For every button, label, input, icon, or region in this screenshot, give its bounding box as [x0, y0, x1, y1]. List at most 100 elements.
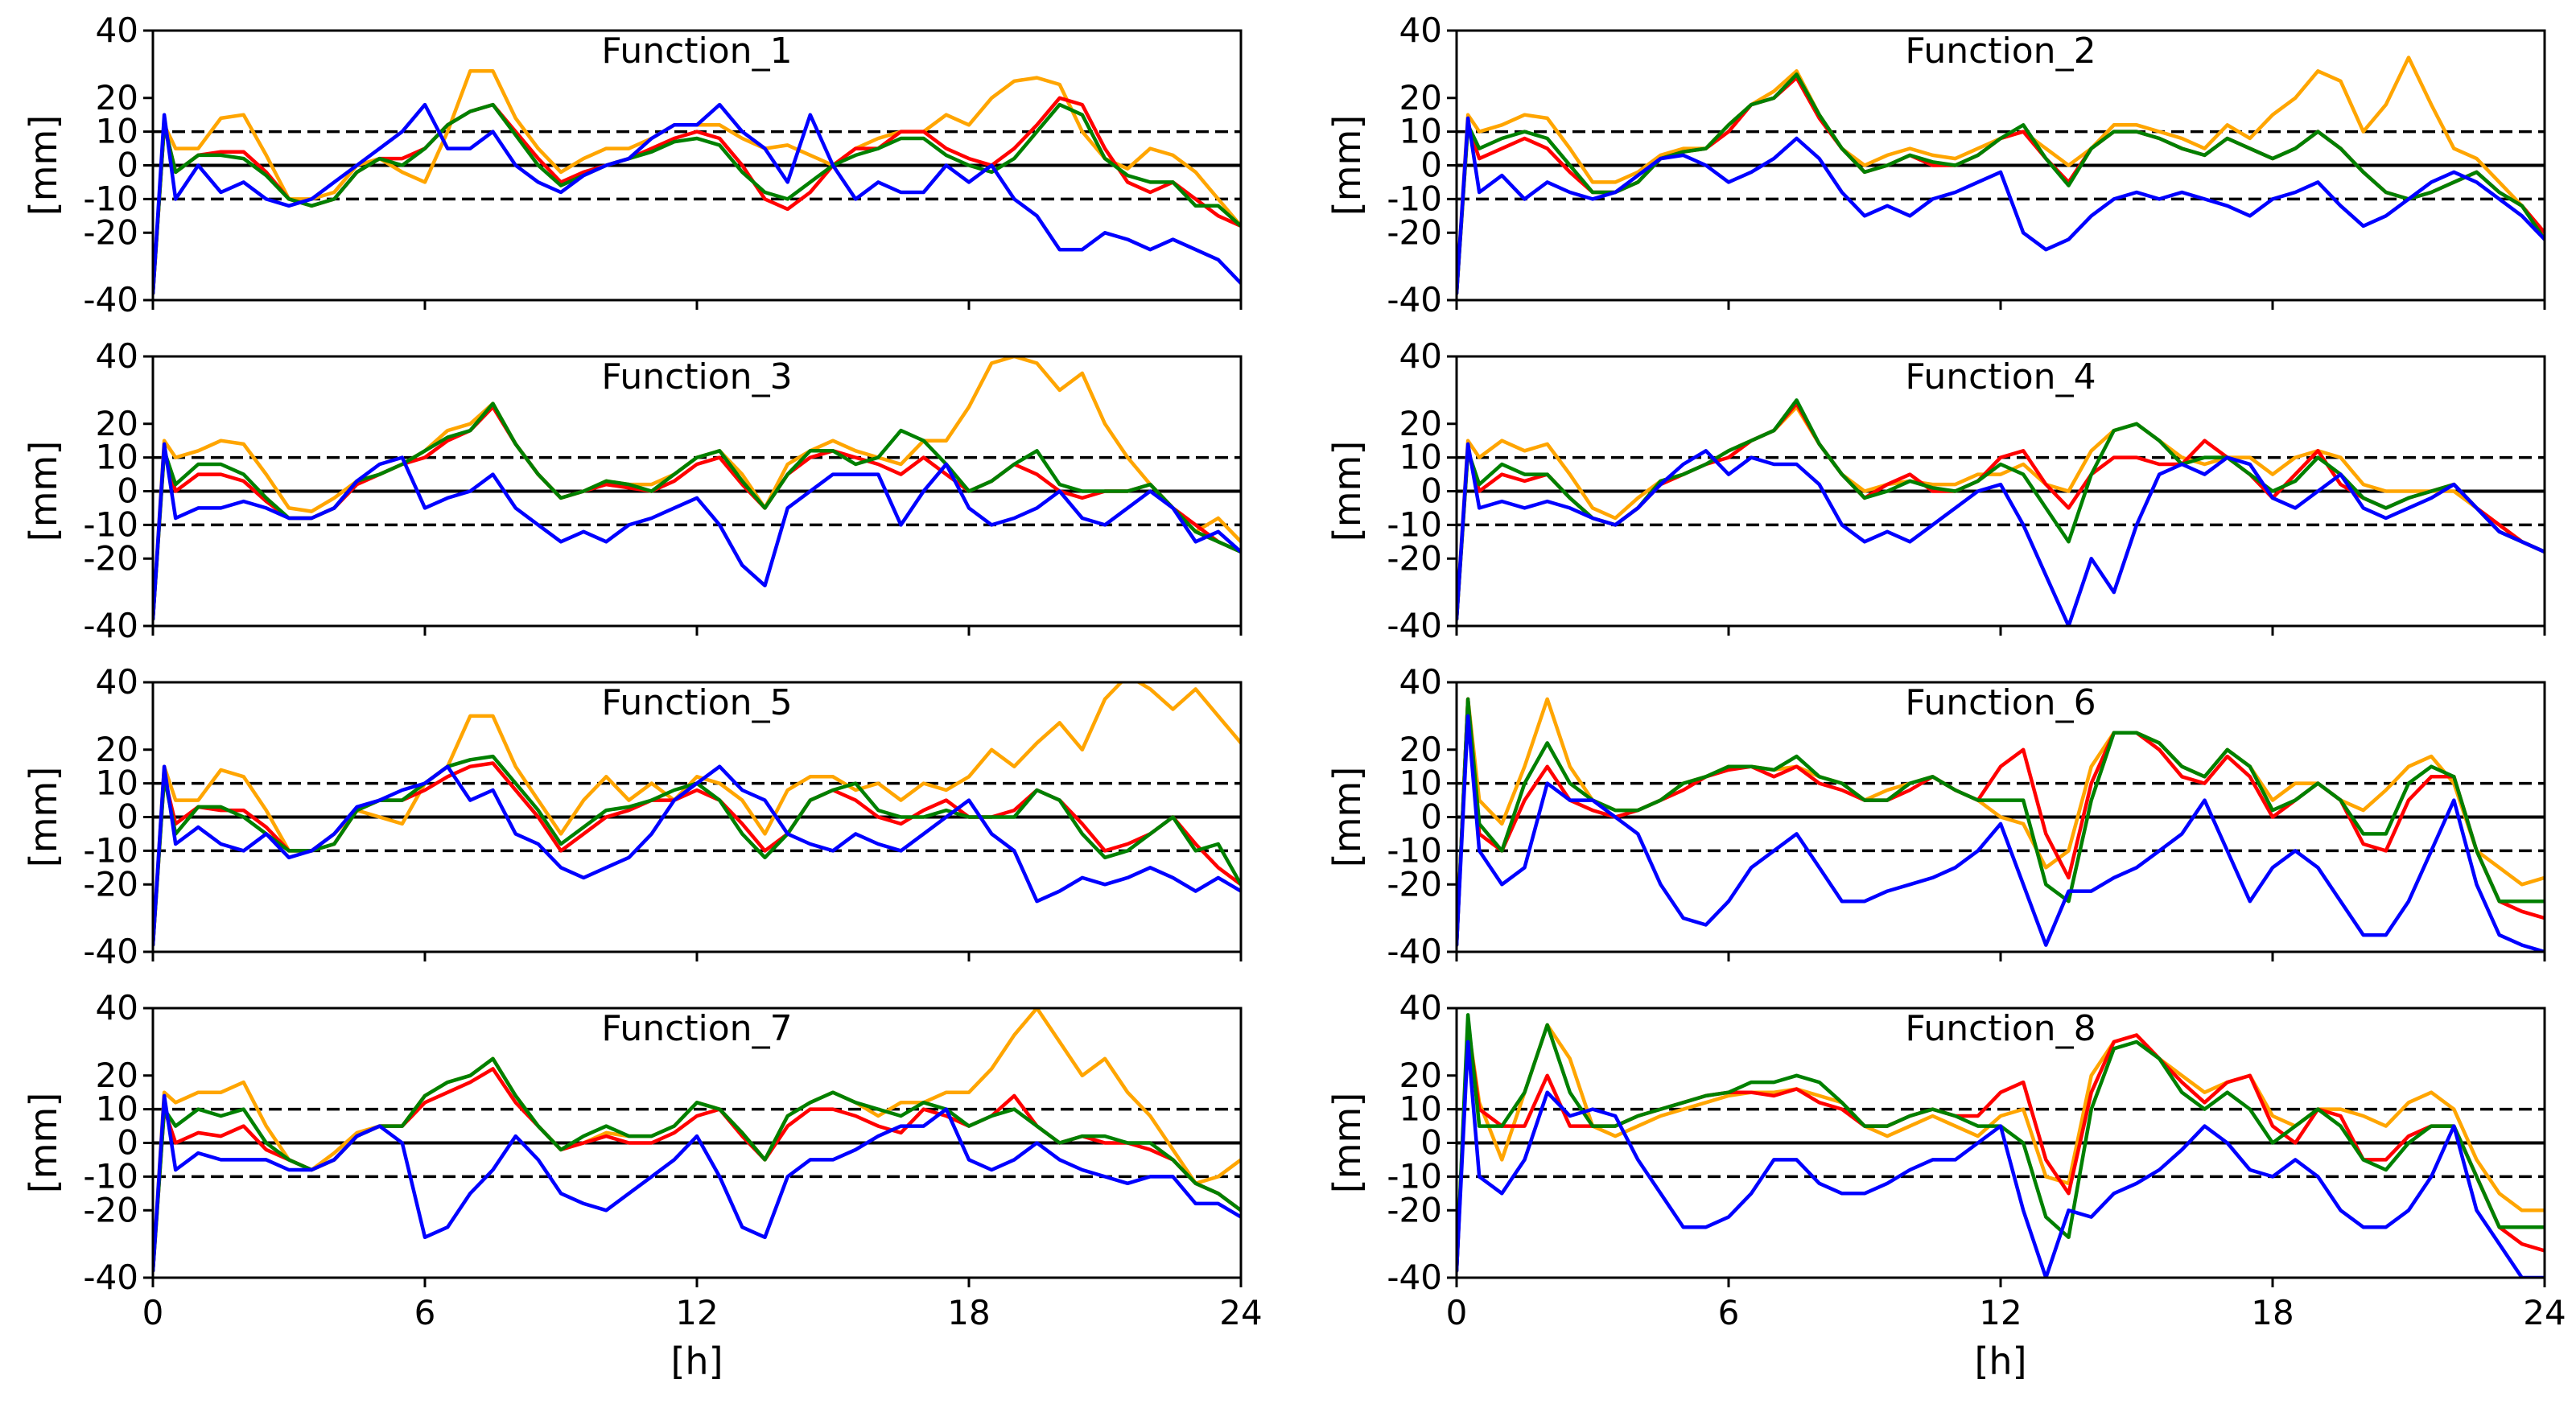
- panel-4-series-green: [1457, 398, 2545, 621]
- panel-2-series-group: [1457, 56, 2545, 295]
- panel-8-ytick-label: 20: [1399, 1056, 1442, 1095]
- panel-8-series-red: [1457, 1023, 2545, 1273]
- panel-4-title: Function_4: [1905, 356, 2096, 397]
- panel-6-ytick-label: 40: [1399, 662, 1442, 702]
- panel-5-series-red: [153, 761, 1241, 947]
- panel-1-series-group: [153, 69, 1241, 295]
- panel-1-ylabel: [mm]: [22, 115, 65, 216]
- panel-8-ytick-label: -20: [1387, 1190, 1442, 1229]
- panel-1-ytick-label: -10: [83, 179, 138, 218]
- panel-8-ytick-label: -10: [1387, 1156, 1442, 1196]
- panel-7-xtick-label: 12: [675, 1293, 718, 1332]
- panel-1-ytick-label: 20: [96, 78, 138, 117]
- panel-5-ytick-label: 10: [96, 764, 138, 803]
- panel-3-ytick-label: 40: [96, 336, 138, 376]
- panel-5-ytick-label: -40: [83, 932, 138, 971]
- panel-8-series-blue: [1457, 1040, 2545, 1278]
- panel-5-ytick-label: 40: [96, 662, 138, 702]
- panel-3-title: Function_3: [601, 356, 792, 397]
- panel-8-ytick-label: -40: [1387, 1258, 1442, 1297]
- panel-6-series-group: [1457, 697, 2545, 952]
- panel-7-ytick-label: 40: [96, 988, 138, 1027]
- panel-4-ylabel: [mm]: [1325, 441, 1369, 542]
- panel-7-ytick-label: 10: [96, 1089, 138, 1129]
- panel-8-ytick-label: 40: [1399, 988, 1442, 1027]
- panel-6-ytick-label: 10: [1399, 764, 1442, 803]
- panel-3-ytick-label: 10: [96, 438, 138, 477]
- panel-2-series-orange: [1457, 56, 2545, 295]
- panel-8-ytick-label: 10: [1399, 1089, 1442, 1129]
- panel-5-ytick-label: 20: [96, 730, 138, 769]
- panel-6-series-green: [1457, 697, 2545, 947]
- panel-7-xtick-label: 0: [142, 1293, 164, 1332]
- panel-3-series-blue: [153, 442, 1241, 621]
- panel-2-ytick-label: -20: [1387, 212, 1442, 252]
- panel-4-ytick-label: 10: [1399, 438, 1442, 477]
- panel-4-series-blue: [1457, 442, 2545, 626]
- panel-5-ytick-label: -10: [83, 830, 138, 870]
- panel-6-ytick-label: -10: [1387, 830, 1442, 870]
- panel-7-title: Function_7: [601, 1008, 792, 1049]
- panel-7-ylabel: [mm]: [22, 1093, 65, 1194]
- panel-7-ytick-label: 0: [117, 1123, 138, 1163]
- panel-4-ytick-label: 0: [1420, 471, 1442, 511]
- panel-8-ylabel: [mm]: [1325, 1093, 1369, 1194]
- panel-2-ytick-label: 20: [1399, 78, 1442, 117]
- panel-2-ylabel: [mm]: [1325, 115, 1369, 216]
- panel-7-xtick-label: 6: [414, 1293, 436, 1332]
- panel-6-series-red: [1457, 697, 2545, 947]
- panel-5-ytick-label: -20: [83, 864, 138, 904]
- panel-5-series-blue: [153, 764, 1241, 947]
- panel-4-ytick-label: -10: [1387, 504, 1442, 544]
- panel-8-ytick-label: 0: [1420, 1123, 1442, 1163]
- panel-2-ytick-label: 40: [1399, 10, 1442, 50]
- panel-5-title: Function_5: [601, 682, 792, 723]
- panel-6-ylabel: [mm]: [1325, 767, 1369, 868]
- panel-8-xtick-label: 18: [2251, 1293, 2294, 1332]
- panel-3-ytick-label: 0: [117, 471, 138, 511]
- panel-1-series-blue: [153, 102, 1241, 295]
- panel-8-xtick-label: 0: [1446, 1293, 1468, 1332]
- panel-3-series-group: [153, 356, 1241, 621]
- panel-2-ytick-label: -40: [1387, 280, 1442, 319]
- panel-7-ytick-label: -10: [83, 1156, 138, 1196]
- panel-4-series-orange: [1457, 405, 2545, 621]
- panel-7-xtick-label: 18: [947, 1293, 990, 1332]
- panel-8-xtick-label: 12: [1979, 1293, 2022, 1332]
- panel-3-ytick-label: -40: [83, 606, 138, 645]
- panel-1-ytick-label: -20: [83, 212, 138, 252]
- panel-8-series-group: [1457, 1013, 2545, 1278]
- panel-7-ytick-label: -20: [83, 1190, 138, 1229]
- panel-2-ytick-label: 10: [1399, 112, 1442, 151]
- panel-4-series-red: [1457, 401, 2545, 621]
- panel-4-series-group: [1457, 398, 2545, 626]
- panel-8-xtick-label: 6: [1718, 1293, 1740, 1332]
- panel-6-ytick-label: 20: [1399, 730, 1442, 769]
- panel-5-ytick-label: 0: [117, 797, 138, 837]
- panel-4-ytick-label: 40: [1399, 336, 1442, 376]
- panel-2-title: Function_2: [1905, 31, 2096, 72]
- panel-2-ytick-label: -10: [1387, 179, 1442, 218]
- panel-1-ytick-label: 0: [117, 146, 138, 185]
- panel-6-ytick-label: -40: [1387, 932, 1442, 971]
- panel-3-ytick-label: 20: [96, 404, 138, 443]
- panel-7-ytick-label: -40: [83, 1258, 138, 1297]
- panel-3-ylabel: [mm]: [22, 441, 65, 542]
- panel-7-xtick-label: 24: [1219, 1293, 1262, 1332]
- panel-7-series-group: [153, 1008, 1241, 1273]
- panel-7-ytick-label: 20: [96, 1056, 138, 1095]
- panel-2-ytick-label: 0: [1420, 146, 1442, 185]
- panel-7-series-red: [153, 1067, 1241, 1273]
- panel-8-xtick-label: 24: [2523, 1293, 2566, 1332]
- panel-8-xlabel: [h]: [1974, 1340, 2026, 1383]
- panel-2-series-blue: [1457, 116, 2545, 295]
